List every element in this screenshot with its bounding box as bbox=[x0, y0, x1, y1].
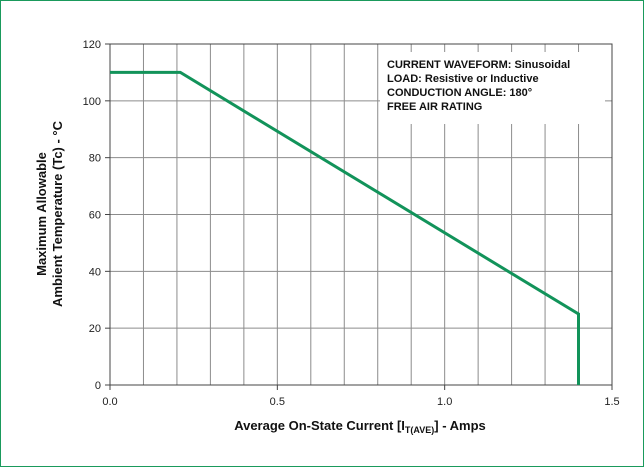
annotation-free-air: FREE AIR RATING bbox=[387, 101, 482, 113]
x-tick-label: 1.5 bbox=[604, 396, 619, 408]
series-group bbox=[110, 70, 580, 385]
y-tick-label: 120 bbox=[83, 39, 101, 51]
annotation-conduction-angle: CONDUCTION ANGLE: 180° bbox=[387, 87, 532, 99]
y-axis-title-line1: Maximum Allowable bbox=[34, 152, 49, 276]
x-tick-label: 1.0 bbox=[437, 396, 452, 408]
annotation-background bbox=[380, 52, 605, 124]
x-axis-ticks: 0.0 0.5 1.0 1.5 bbox=[102, 385, 620, 408]
annotation-waveform: CURRENT WAVEFORM: Sinusoidal bbox=[387, 59, 570, 71]
y-axis-title-line2: Ambient Temperature (Tc) - °C bbox=[50, 120, 65, 307]
y-axis-title: Maximum Allowable Ambient Temperature (T… bbox=[34, 120, 65, 307]
x-axis-title: Average On-State Current [IT(AVE)] - Amp… bbox=[234, 418, 486, 435]
y-tick-label: 40 bbox=[89, 266, 101, 278]
y-tick-label: 0 bbox=[95, 380, 101, 392]
y-tick-label: 20 bbox=[89, 323, 101, 335]
y-tick-label: 80 bbox=[89, 153, 101, 165]
x-tick-label: 0.0 bbox=[102, 396, 117, 408]
y-tick-label: 60 bbox=[89, 210, 101, 222]
annotation-box: CURRENT WAVEFORM: Sinusoidal LOAD: Resis… bbox=[380, 52, 605, 124]
y-axis-ticks: 0 20 40 60 80 100 120 bbox=[83, 39, 110, 392]
annotation-load: LOAD: Resistive or Inductive bbox=[387, 73, 539, 85]
x-tick-label: 0.5 bbox=[270, 396, 285, 408]
x-axis-title-end: ] - Amps bbox=[434, 418, 486, 433]
x-axis-title-main: Average On-State Current [I bbox=[234, 418, 405, 433]
derating-curve bbox=[110, 70, 580, 385]
x-axis-title-subscript: T(AVE) bbox=[405, 425, 434, 435]
y-tick-label: 100 bbox=[83, 96, 101, 108]
